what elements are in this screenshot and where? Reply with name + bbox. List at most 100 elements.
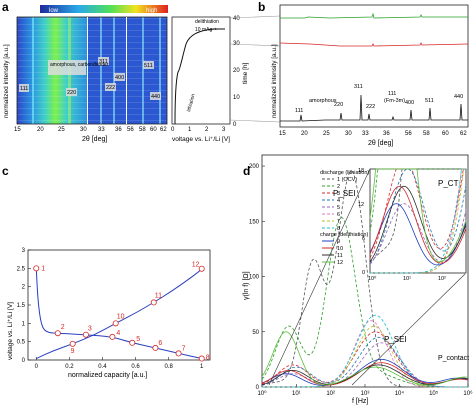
panel-c-frame bbox=[27, 249, 211, 361]
xtick-label: 0.4 bbox=[98, 364, 107, 370]
svg-text:40: 40 bbox=[233, 16, 240, 22]
svg-text:0: 0 bbox=[233, 122, 237, 128]
drt-line bbox=[261, 342, 468, 388]
peak-label-220: 220 bbox=[67, 90, 76, 96]
legend-label: 1 (OCV) bbox=[337, 177, 357, 183]
panel-a-ylabel: normalized intensity [a.u.] bbox=[3, 44, 10, 118]
svg-text:2: 2 bbox=[205, 127, 209, 133]
peak-streak bbox=[100, 17, 102, 124]
zoom-line bbox=[351, 273, 466, 386]
drt-inset: P_CT 0 6 12 18 10⁰ 10¹ 10² bbox=[358, 168, 467, 282]
ytick-label: 0.5 bbox=[17, 340, 26, 346]
svg-text:60: 60 bbox=[150, 127, 157, 133]
heatmap-scan-lines bbox=[17, 17, 167, 124]
panel-a-letter: a bbox=[2, 0, 9, 14]
capacity-point bbox=[54, 330, 61, 337]
panel-c-xticks: 0 0.2 0.4 0.6 0.8 1 bbox=[35, 357, 204, 370]
colorbar-low-label: low bbox=[49, 8, 59, 14]
legend-label: 12 bbox=[337, 260, 343, 266]
svg-text:111: 111 bbox=[295, 108, 303, 114]
capacity-point-label: 3 bbox=[88, 326, 92, 333]
delithiation-label: delithiation bbox=[195, 19, 219, 25]
panel-d-letter: d bbox=[243, 164, 250, 178]
label-phase: (Fm-3m) bbox=[384, 98, 405, 104]
svg-text:20: 20 bbox=[233, 68, 240, 74]
voltage-ticks: 0 1 2 3 bbox=[171, 127, 226, 133]
panel-b-peak-labels: 111 220 311 222 111 400 511 440 bbox=[295, 84, 463, 114]
panel-b-ylabel: normalized intensity [a.u.] bbox=[271, 44, 278, 118]
drt-series bbox=[261, 170, 469, 388]
drt-line bbox=[261, 331, 469, 386]
connector-line bbox=[229, 15, 281, 19]
inset-line bbox=[369, 168, 466, 259]
ytick-label: 200 bbox=[249, 164, 260, 170]
svg-text:33: 33 bbox=[98, 127, 105, 133]
time-axis-frame bbox=[171, 16, 231, 125]
capacity-point-label: 8 bbox=[206, 355, 210, 362]
ytick-label: 50 bbox=[252, 330, 259, 336]
panel-b: b 111 220 311 222 111 400 511 440 amorph… bbox=[258, 0, 469, 147]
panel-c-ylabel: voltage vs. Li⁺/Li [V] bbox=[7, 302, 14, 360]
drt-line bbox=[262, 314, 468, 388]
zoom-line bbox=[268, 168, 371, 386]
colorbar-high-label: high bbox=[146, 8, 157, 14]
svg-text:18: 18 bbox=[358, 168, 364, 174]
inset-line bbox=[369, 185, 467, 264]
panel-c-xlabel: normalized capacity [a.u.] bbox=[68, 372, 147, 379]
panel-b-letter: b bbox=[258, 0, 265, 14]
peak-streak bbox=[159, 17, 161, 124]
xtick-label: 10⁰ bbox=[257, 390, 267, 397]
inset-line bbox=[369, 168, 467, 265]
ytick-label: 0 bbox=[22, 358, 26, 364]
connector-line bbox=[229, 119, 281, 123]
ytick-label: 3 bbox=[22, 248, 26, 254]
ytick-label: 150 bbox=[249, 219, 260, 225]
svg-text:10²: 10² bbox=[438, 276, 446, 282]
svg-text:36: 36 bbox=[115, 127, 122, 133]
svg-text:0: 0 bbox=[171, 127, 175, 133]
svg-text:60: 60 bbox=[442, 131, 449, 137]
label-psei-top: P_SEI bbox=[333, 189, 356, 198]
peak-label-222: 222 bbox=[106, 85, 115, 91]
inset-yticks: 0 6 12 18 bbox=[358, 168, 365, 276]
capacity-point bbox=[152, 344, 159, 351]
svg-text:12: 12 bbox=[358, 202, 364, 208]
rate-label: 10 mAg⁻¹ bbox=[195, 27, 217, 33]
xtick-label: 10⁵ bbox=[429, 390, 439, 397]
capacity-point-label: 5 bbox=[136, 336, 140, 343]
panel-d-xlabel: f [Hz] bbox=[352, 398, 368, 405]
legend-label: 2 bbox=[337, 184, 340, 190]
ytick-label: 2.5 bbox=[17, 266, 26, 272]
panel-c-yticks: 0 0.5 1 1.5 2 2.5 3 bbox=[17, 248, 31, 364]
svg-text:10¹: 10¹ bbox=[403, 276, 411, 282]
capacity-point-label: 1 bbox=[41, 265, 45, 272]
drt-line bbox=[262, 320, 468, 388]
label-psei-bottom: P_SEI bbox=[384, 335, 407, 344]
ytick-label: 0 bbox=[256, 385, 260, 391]
xtick-label: 0.2 bbox=[65, 364, 74, 370]
svg-text:25: 25 bbox=[323, 131, 330, 137]
legend-charge-title: charge (delithiation) bbox=[320, 232, 368, 238]
panel-a: a low high 111 220 311 222 400 bbox=[2, 0, 249, 143]
capacity-point bbox=[198, 355, 205, 362]
capacity-point bbox=[33, 265, 40, 272]
xtick-label: 10¹ bbox=[292, 391, 301, 397]
svg-text:62: 62 bbox=[460, 131, 467, 137]
svg-text:10: 10 bbox=[233, 95, 240, 101]
peak-label-311: 311 bbox=[99, 59, 108, 65]
pattern-black bbox=[280, 94, 468, 122]
legend-label: 7 bbox=[337, 219, 340, 225]
capacity-point bbox=[129, 339, 136, 346]
capacity-point bbox=[198, 265, 205, 272]
drt-line bbox=[262, 325, 468, 388]
voltage-time-curve bbox=[174, 28, 225, 125]
svg-text:56: 56 bbox=[405, 131, 412, 137]
legend-label: 4 bbox=[337, 198, 340, 204]
panel-b-frame bbox=[279, 4, 469, 128]
legend-label: 6 bbox=[337, 212, 340, 218]
xtick-label: 1 bbox=[200, 364, 204, 370]
pattern-red bbox=[279, 42, 469, 47]
